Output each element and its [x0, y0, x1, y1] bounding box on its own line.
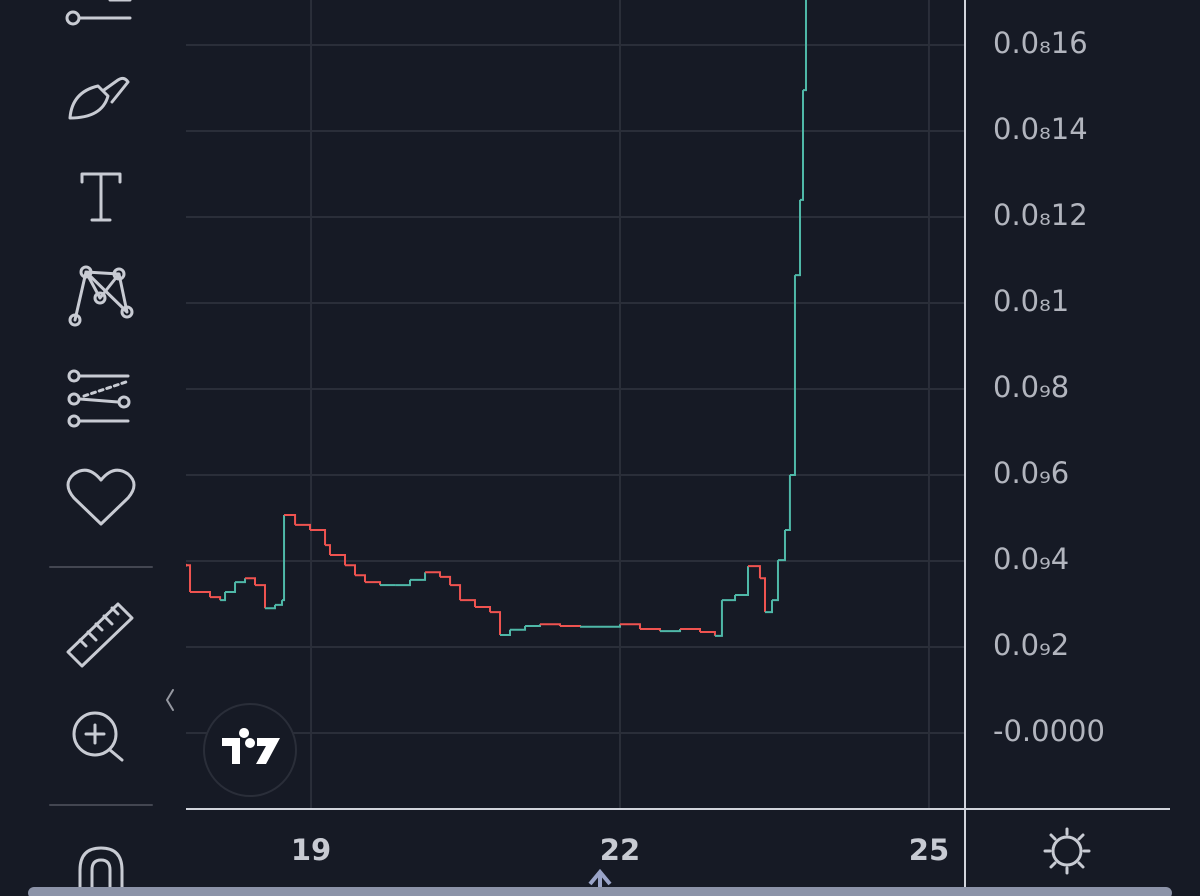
y-tick-label: 0.0₉4 — [993, 542, 1069, 576]
price-step — [759, 577, 766, 613]
price-step — [364, 581, 382, 586]
price-step — [264, 604, 276, 610]
price-step — [409, 572, 427, 581]
price-step — [559, 624, 582, 627]
price-step — [190, 590, 211, 598]
x-tick-label: 25 — [909, 833, 949, 867]
price-step — [281, 515, 286, 602]
price-step — [789, 275, 796, 477]
price-step — [777, 530, 786, 562]
grid — [186, 0, 965, 808]
bottom-bar — [28, 887, 1172, 896]
axis-labels: 0.0₈16 0.0₈14 0.0₈12 0.0₈1 0.0₉8 0.0₉6 0.0₉4 0.… — [291, 26, 1105, 867]
settings[interactable] — [1043, 827, 1091, 875]
y-tick-label: 0.0₉8 — [993, 370, 1069, 404]
lines-tool[interactable] — [65, 0, 132, 26]
price-step — [274, 600, 283, 606]
y-tick-label: 0.0₈1 — [993, 284, 1069, 318]
y-tick-label: -0.0000 — [993, 714, 1105, 748]
logo — [203, 703, 297, 797]
price-step — [345, 564, 357, 576]
price-step — [225, 582, 237, 593]
zoom-tool[interactable] — [72, 711, 124, 762]
price-step — [255, 584, 266, 609]
price-step — [721, 594, 737, 602]
price-step — [295, 523, 311, 531]
price-step — [525, 624, 541, 627]
price-step — [748, 565, 761, 579]
price-step — [510, 625, 527, 631]
price-step — [395, 579, 411, 587]
price-step — [700, 630, 716, 636]
price-step — [186, 564, 192, 592]
price-step — [803, 0, 807, 92]
price-step — [735, 566, 750, 596]
magnet-tool[interactable] — [78, 846, 124, 892]
price-step — [329, 553, 347, 566]
price-step — [474, 606, 492, 613]
price-step — [659, 628, 682, 633]
price-series — [186, 0, 807, 637]
y-tick-label: 0.0₈14 — [993, 112, 1088, 146]
favorites[interactable] — [66, 468, 136, 526]
y-tick-label: 0.0₈16 — [993, 26, 1088, 60]
price-step — [619, 623, 641, 629]
price-step — [209, 596, 222, 601]
text-tool[interactable] — [80, 172, 122, 222]
price-step — [490, 611, 502, 635]
price-step — [500, 629, 511, 636]
price-step — [794, 199, 802, 277]
price-step — [784, 475, 791, 532]
price-step — [772, 560, 779, 602]
x-tick-label: 19 — [291, 833, 331, 867]
price-step — [309, 529, 327, 546]
price-step — [284, 514, 297, 525]
y-tick-label: 0.0₉6 — [993, 456, 1069, 490]
price-step — [325, 544, 331, 555]
toolbar — [49, 0, 174, 892]
price-step — [764, 600, 774, 614]
pattern-tool[interactable] — [68, 265, 134, 327]
forecast-tool[interactable] — [67, 369, 131, 428]
y-tick-label: 0.0₈12 — [993, 198, 1088, 232]
price-step — [235, 578, 247, 584]
price-step — [450, 584, 462, 601]
price-step — [714, 600, 723, 637]
y-tick-label: 0.0₉2 — [993, 628, 1069, 662]
price-step — [355, 574, 366, 583]
price-step — [460, 599, 476, 608]
price-step — [439, 575, 452, 586]
price-step — [800, 90, 804, 201]
price-step — [680, 627, 702, 632]
price-step — [220, 591, 227, 602]
x-tick-label: 22 — [600, 833, 640, 867]
collapse-toolbar[interactable] — [166, 689, 174, 711]
ruler-tool[interactable] — [66, 602, 134, 668]
price-step — [539, 623, 561, 626]
price-step — [639, 627, 661, 632]
price-step — [600, 624, 621, 628]
price-step — [245, 577, 257, 586]
brush-tool[interactable] — [68, 76, 130, 120]
price-step — [425, 571, 441, 577]
